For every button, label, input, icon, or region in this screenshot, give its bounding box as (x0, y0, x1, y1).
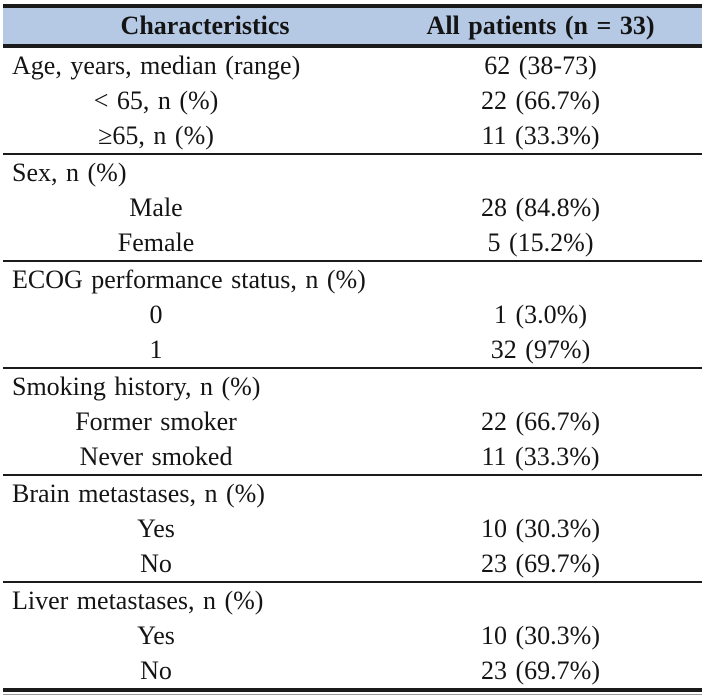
value-cell: 10 (30.3%) (481, 620, 600, 650)
value-cell: 5 (15.2%) (487, 227, 594, 257)
sub-characteristic-cell: Yes (137, 620, 175, 650)
characteristic-cell: Smoking history, n (%) (3, 367, 394, 404)
table-row: Former smoker 22 (66.7%) (3, 404, 702, 439)
characteristics-table-wrap: Characteristics All patients (n = 33) Ag… (3, 4, 702, 695)
characteristic-cell: Brain metastases, n (%) (3, 474, 394, 511)
table-row: Yes 10 (30.3%) (3, 618, 702, 653)
sub-characteristic-cell: Male (129, 192, 183, 222)
value-cell: 10 (30.3%) (481, 513, 600, 543)
table-row: Liver metastases, n (%) (3, 581, 702, 618)
value-cell (393, 367, 702, 404)
table-row: No 23 (69.7%) (3, 653, 702, 690)
sub-characteristic-cell: Never smoked (79, 441, 233, 471)
value-cell (393, 153, 702, 190)
value-cell: 32 (97%) (490, 334, 591, 364)
table-row: Smoking history, n (%) (3, 367, 702, 404)
characteristic-cell: Age, years, median (range) (12, 50, 301, 80)
table-body: Age, years, median (range) 62 (38-73) < 65… (3, 46, 702, 690)
sub-characteristic-cell: No (140, 655, 172, 685)
sub-characteristic-cell: Former smoker (75, 406, 237, 436)
header-characteristics: Characteristics (3, 6, 394, 48)
sub-characteristic-cell: 0 (149, 299, 163, 329)
table-row: No 23 (69.7%) (3, 546, 702, 582)
sub-characteristic-cell: 1 (149, 334, 163, 364)
sub-characteristic-cell: Female (117, 227, 195, 257)
value-cell: 22 (66.7%) (481, 406, 600, 436)
table-row: Age, years, median (range) 62 (38-73) (3, 46, 702, 83)
value-cell: 22 (66.7%) (481, 85, 600, 115)
table-row: ECOG performance status, n (%) (3, 260, 702, 297)
header-row: Characteristics All patients (n = 33) (3, 6, 702, 48)
characteristic-cell: ECOG performance status, n (%) (3, 260, 394, 297)
table-row: Male 28 (84.8%) (3, 190, 702, 225)
characteristics-table: Characteristics All patients (n = 33) Ag… (3, 4, 702, 692)
sub-characteristic-cell: Yes (137, 513, 175, 543)
sub-characteristic-cell: ≥65, n (%) (98, 120, 214, 150)
table-row: Brain metastases, n (%) (3, 474, 702, 511)
value-cell: 62 (38-73) (484, 50, 597, 80)
value-cell (393, 260, 702, 297)
value-cell (393, 474, 702, 511)
table-row: ≥65, n (%) 11 (33.3%) (3, 118, 702, 154)
value-cell: 23 (69.7%) (481, 548, 600, 578)
value-cell: 23 (69.7%) (481, 655, 600, 685)
characteristic-cell: Sex, n (%) (3, 153, 394, 190)
header-all-patients: All patients (n = 33) (393, 6, 702, 48)
value-cell (393, 581, 702, 618)
table-header: Characteristics All patients (n = 33) (3, 6, 702, 48)
table-row: 0 1 (3.0%) (3, 297, 702, 332)
value-cell: 11 (33.3%) (481, 120, 600, 150)
table-row: Female 5 (15.2%) (3, 225, 702, 261)
value-cell: 1 (3.0%) (494, 299, 587, 329)
sub-characteristic-cell: No (140, 548, 172, 578)
value-cell: 28 (84.8%) (481, 192, 600, 222)
table-row: Sex, n (%) (3, 153, 702, 190)
characteristic-cell: Liver metastases, n (%) (3, 581, 394, 618)
table-row: 1 32 (97%) (3, 332, 702, 368)
table-row: Yes 10 (30.3%) (3, 511, 702, 546)
bottom-thin-rule (3, 694, 702, 695)
value-cell: 11 (33.3%) (481, 441, 600, 471)
sub-characteristic-cell: < 65, n (%) (93, 85, 219, 115)
table-row: Never smoked 11 (33.3%) (3, 439, 702, 475)
table-row: < 65, n (%) 22 (66.7%) (3, 83, 702, 118)
